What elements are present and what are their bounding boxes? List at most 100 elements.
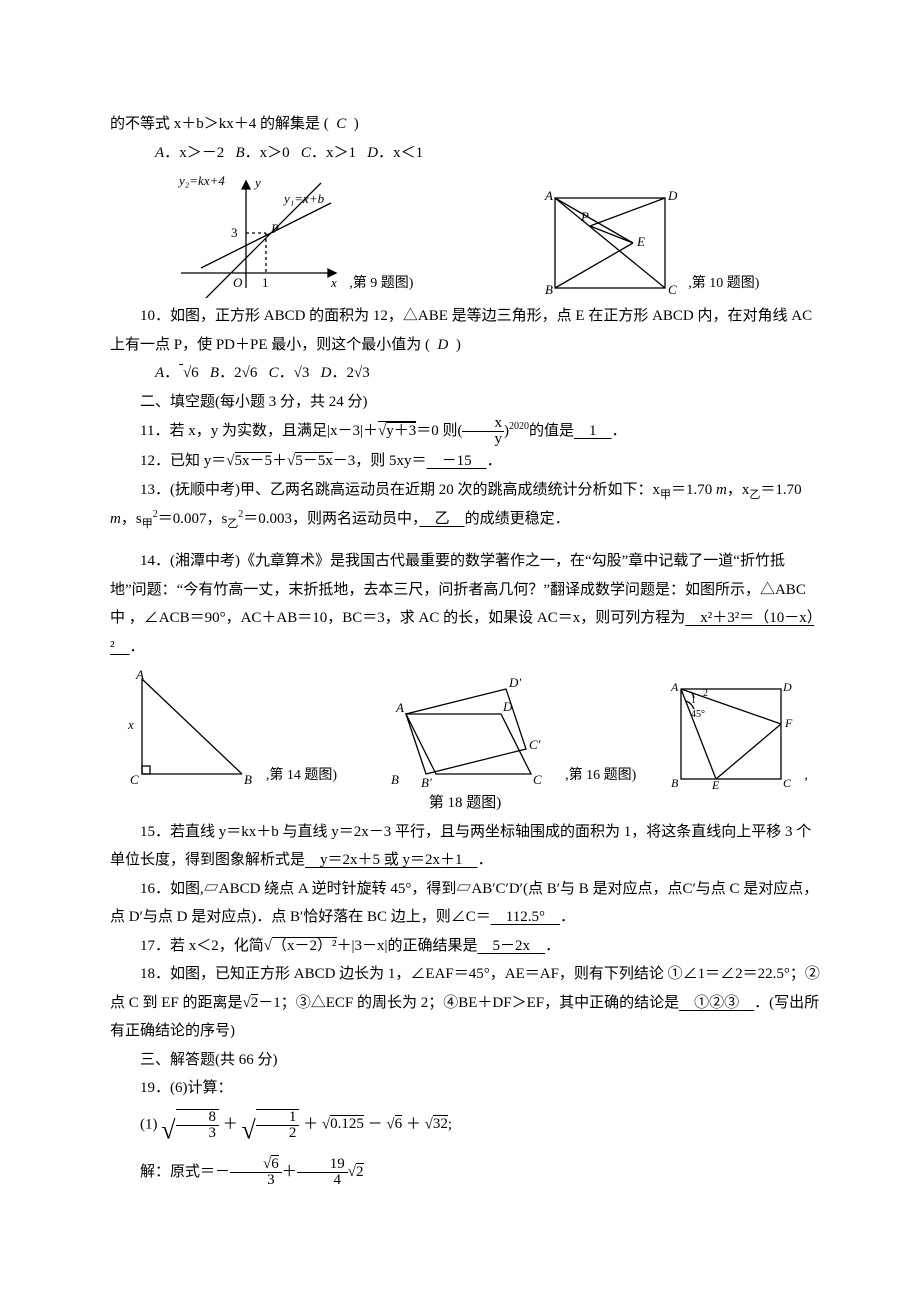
q10-figure: A D P E B C ,第 10 题图) <box>535 188 760 298</box>
q14-figure: A x C B ,第 14 题图) <box>122 669 337 789</box>
q9-figure: y₂=kx+4 y y₁=x+b P 3 O 1 x ,第 9 题图) <box>171 173 414 298</box>
q9-C: x＞1 <box>326 145 356 161</box>
svg-text:A: A <box>670 680 679 694</box>
svg-text:45°: 45° <box>691 709 705 720</box>
svg-text:C: C <box>783 776 792 789</box>
q9-answer: C <box>336 116 346 132</box>
q12-s2: 5－5x <box>295 452 333 469</box>
q17-b: ＋|3－x|的正确结果是 <box>337 938 478 954</box>
svg-text:B: B <box>244 772 252 787</box>
q11-exp: 2020 <box>509 421 529 432</box>
q9-fig-tickx: 1 <box>262 275 269 290</box>
q17-blank: 5－2x <box>493 938 531 954</box>
q11-ft: x <box>462 416 504 432</box>
q11: 11．若 x，y 为实数，且满足|x－3|＋√y＋3＝0 则(xy)2020的值… <box>110 416 820 447</box>
q17-c: ． <box>545 938 560 954</box>
q9-fig-y1label: y₁=x+b <box>282 191 325 206</box>
svg-text:1: 1 <box>691 695 696 706</box>
q9-fig-y2label: y₂=kx+4 <box>177 173 225 188</box>
q12: 12．已知 y＝√5x－5＋√5－5x－3，则 5xy＝ －15 ． <box>110 447 820 476</box>
q13-d: ＝1.70 <box>760 482 801 498</box>
q10-fig-C: C <box>668 282 677 297</box>
q14-te: ． <box>130 639 145 655</box>
q10-fig-E: E <box>636 234 645 249</box>
q9-stem: 的不等式 x＋b＞kx＋4 的解集是 ( C ) <box>110 110 820 139</box>
q17-a: 17．若 x＜2，化简 <box>140 938 264 954</box>
q19-lbl: (1) <box>140 1116 161 1132</box>
q11-b: ＝0 则( <box>416 423 462 439</box>
q16-b: ． <box>560 909 575 925</box>
q17-sqrt: （x－2）² <box>272 937 337 954</box>
q13-b: ＝1.70 <box>671 482 716 498</box>
q19-sol-lbl: 解：原式＝－ <box>140 1164 230 1180</box>
q12-blank: －15 <box>442 453 472 469</box>
section-3-header: 三、解答题(共 66 分) <box>110 1046 820 1075</box>
svg-text:C: C <box>533 772 542 787</box>
q9-fig-P: P <box>270 221 279 236</box>
svg-text:C′: C′ <box>529 737 541 752</box>
q16-figure: A D D′ C′ B B′ C ,第 16 题图) <box>361 669 636 789</box>
q12-b: －3，则 5xy＝ <box>333 453 427 469</box>
svg-text:D: D <box>782 680 792 694</box>
svg-text:D′: D′ <box>508 675 521 690</box>
q13-c: ，x <box>727 482 750 498</box>
q18-fig-caption2: 第 18 题图) <box>110 789 820 818</box>
q11-a: 11．若 x，y 为实数，且满足|x－3|＋ <box>140 423 378 439</box>
q9-fig-caption: ,第 9 题图) <box>349 271 413 298</box>
q13: 13．(抚顺中考)甲、乙两名跳高运动员在近期 20 次的跳高成绩统计分析如下：x… <box>110 476 820 536</box>
q12-s1: 5x－5 <box>235 452 273 469</box>
q10-fig-caption: ,第 10 题图) <box>688 271 759 298</box>
q11-sqrt: y＋3 <box>386 422 416 439</box>
q15-b: ． <box>478 852 493 868</box>
q9-A: x＞－2 <box>179 145 224 161</box>
q11-e: ． <box>612 423 627 439</box>
q13-e: ，s <box>121 511 142 527</box>
q13-f: ＝0.007，s <box>158 511 228 527</box>
q13-h: 的成绩更稳定． <box>465 511 570 527</box>
q9-stem-a: 的不等式 x＋b＞kx＋4 的解集是 ( <box>110 116 329 132</box>
q11-fb: y <box>462 432 504 447</box>
svg-text:C: C <box>130 772 139 787</box>
q10-stem-a: 10．如图，正方形 ABCD 的面积为 12，△ABE 是等边三角形，点 E 在… <box>110 308 812 353</box>
q13-g: ＝0.003，则两名运动员中， <box>243 511 419 527</box>
q10-A: √6 <box>183 365 199 381</box>
svg-text:2: 2 <box>703 688 708 699</box>
q19-expr: (1) √83 ＋ √12 ＋ √0.125 － √6 ＋ √32; <box>110 1109 820 1143</box>
section-2-header: 二、填空题(每小题 3 分，共 24 分) <box>110 388 820 417</box>
q15: 15．若直线 y＝kx＋b 与直线 y＝2x－3 平行，且与两坐标轴围成的面积为… <box>110 818 820 875</box>
q9-fig-ticky: 3 <box>231 225 238 240</box>
q9-fig-O: O <box>233 275 243 290</box>
q10-fig-B: B <box>545 282 553 297</box>
q13-s1: 甲 <box>660 489 671 501</box>
q11-d: 的值是 <box>529 423 574 439</box>
q10-fig-D: D <box>667 188 678 203</box>
svg-text:D: D <box>502 699 513 714</box>
svg-text:B: B <box>671 776 679 789</box>
q9-stem-b: ) <box>354 116 359 132</box>
q18: 18．如图，已知正方形 ABCD 边长为 1，∠EAF＝45°，AE＝AF，则有… <box>110 960 820 1046</box>
q10-answer: D <box>438 337 449 353</box>
q10-stem: 10．如图，正方形 ABCD 的面积为 12，△ABE 是等边三角形，点 E 在… <box>110 302 820 359</box>
q13-s3: 甲 <box>142 518 153 530</box>
q18-b: －1；③△ECF 的周长为 2；④BE＋DF＞EF，其中正确的结论是 <box>258 995 679 1011</box>
q13-u2: m <box>110 511 121 527</box>
figure-row-2: A x C B ,第 14 题图) A D D′ C′ B B′ C <box>110 669 820 789</box>
q16-blank: 112.5° <box>506 909 545 925</box>
q14-fig-caption: ,第 14 题图) <box>266 763 337 790</box>
q13-s2: 乙 <box>749 489 760 501</box>
q13-a: 13．(抚顺中考)甲、乙两名跳高运动员在近期 20 次的跳高成绩统计分析如下：x <box>140 482 660 498</box>
q10-choices: A． √6 B．2√6 C．√3 D．2√3 <box>110 359 820 388</box>
q18-fig-caption: , <box>804 763 808 790</box>
svg-text:A: A <box>395 700 404 715</box>
svg-text:B′: B′ <box>421 775 432 789</box>
q13-u1: m <box>716 482 727 498</box>
q10-fig-P: P <box>580 209 589 224</box>
q14: 14．(湘潭中考)《九章算术》是我国古代最重要的数学著作之一，在“勾股”章中记载… <box>110 547 820 661</box>
q13-s4: 乙 <box>227 518 238 530</box>
q9-B: x＞0 <box>260 145 290 161</box>
q19-header: 19．(6)计算： <box>110 1074 820 1103</box>
q16-fig-caption: ,第 16 题图) <box>565 763 636 790</box>
q12-a: 12．已知 y＝ <box>140 453 226 469</box>
q16: 16．如图,▱ABCD 绕点 A 逆时针旋转 45°，得到▱AB′C′D′(点 … <box>110 875 820 932</box>
q10-C: √3 <box>294 365 310 381</box>
